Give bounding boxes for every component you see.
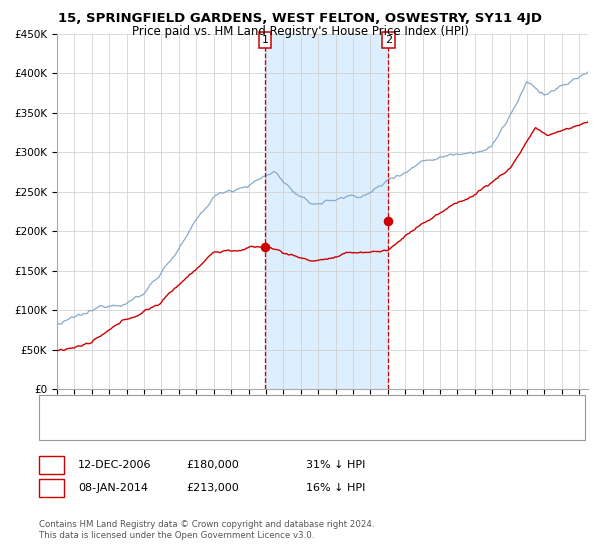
Text: This data is licensed under the Open Government Licence v3.0.: This data is licensed under the Open Gov… — [39, 531, 314, 540]
Text: 2: 2 — [385, 35, 392, 45]
Text: 2: 2 — [48, 483, 55, 493]
Text: 08-JAN-2014: 08-JAN-2014 — [78, 483, 148, 493]
Point — [260, 242, 270, 251]
Bar — [265, 34, 388, 389]
Text: Price paid vs. HM Land Registry's House Price Index (HPI): Price paid vs. HM Land Registry's House … — [131, 25, 469, 38]
Text: 31% ↓ HPI: 31% ↓ HPI — [306, 460, 365, 470]
Text: 1: 1 — [262, 35, 269, 45]
Point — [383, 216, 393, 225]
Text: £180,000: £180,000 — [186, 460, 239, 470]
Text: Contains HM Land Registry data © Crown copyright and database right 2024.: Contains HM Land Registry data © Crown c… — [39, 520, 374, 529]
Text: £213,000: £213,000 — [186, 483, 239, 493]
Text: HPI: Average price, detached house, Shropshire: HPI: Average price, detached house, Shro… — [81, 422, 314, 432]
Text: 12-DEC-2006: 12-DEC-2006 — [78, 460, 151, 470]
Text: 15, SPRINGFIELD GARDENS, WEST FELTON, OSWESTRY, SY11 4JD (detached house): 15, SPRINGFIELD GARDENS, WEST FELTON, OS… — [81, 402, 488, 412]
Text: 1: 1 — [48, 460, 55, 470]
Text: 16% ↓ HPI: 16% ↓ HPI — [306, 483, 365, 493]
Text: ——: —— — [51, 420, 79, 434]
Text: 15, SPRINGFIELD GARDENS, WEST FELTON, OSWESTRY, SY11 4JD: 15, SPRINGFIELD GARDENS, WEST FELTON, OS… — [58, 12, 542, 25]
Text: ——: —— — [51, 400, 79, 414]
